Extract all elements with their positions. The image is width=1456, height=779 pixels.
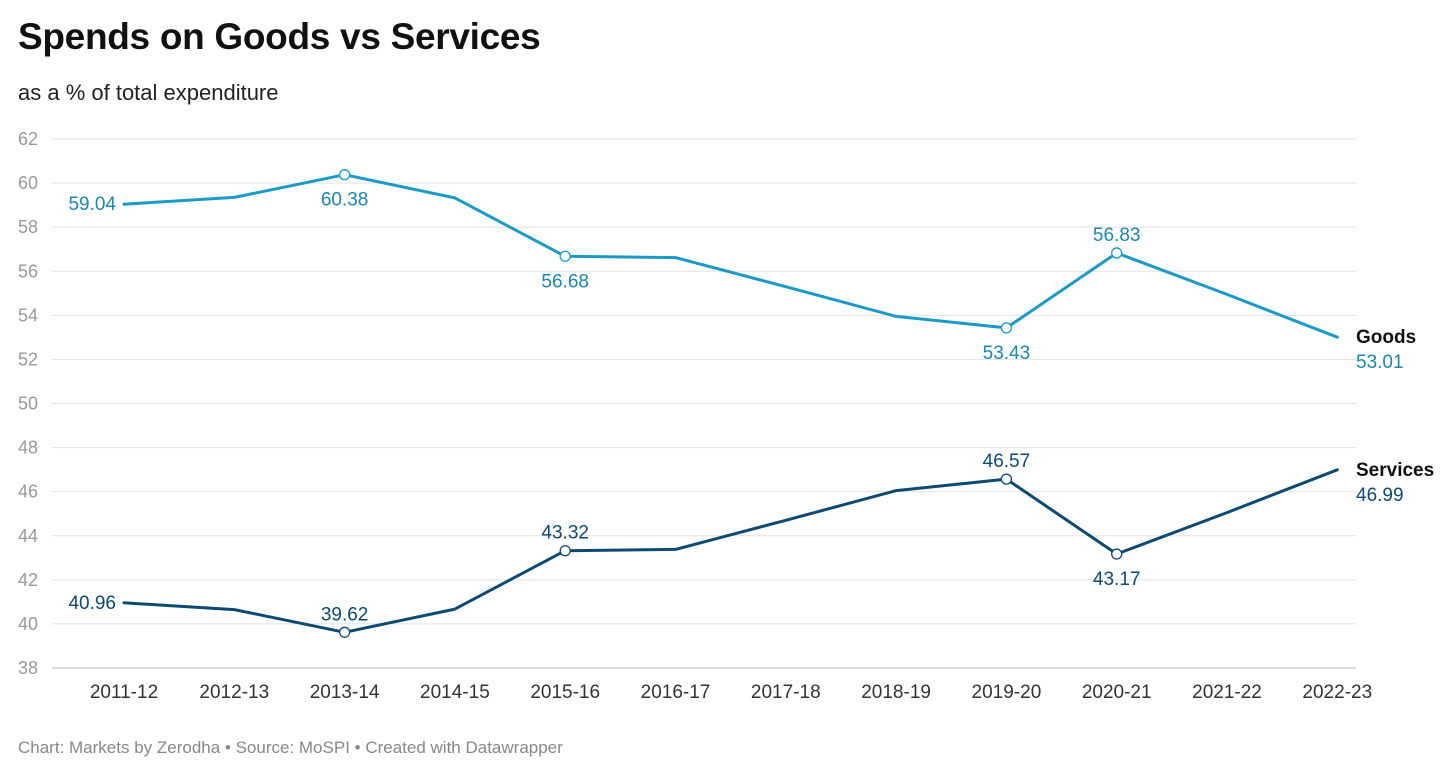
data-point-services bbox=[1000, 473, 1013, 485]
series-name-services: Services bbox=[1356, 460, 1434, 481]
data-label-services: 46.99 bbox=[1356, 485, 1404, 506]
x-tick-label: 2021-22 bbox=[1192, 682, 1262, 703]
data-point-goods bbox=[559, 250, 571, 262]
series-line-services bbox=[122, 468, 1339, 634]
x-tick-label: 2022-23 bbox=[1302, 682, 1372, 703]
y-tick-label: 48 bbox=[18, 438, 38, 458]
x-tick-label: 2013-14 bbox=[310, 682, 380, 703]
chart-title: Spends on Goods vs Services bbox=[18, 16, 541, 57]
y-tick-label: 50 bbox=[18, 394, 38, 414]
data-label-goods: 56.83 bbox=[1093, 225, 1141, 246]
data-label-goods: 53.01 bbox=[1356, 352, 1404, 373]
x-tick-label: 2011-12 bbox=[90, 682, 158, 703]
data-label-services: 46.57 bbox=[983, 451, 1031, 472]
data-point-goods bbox=[1000, 322, 1013, 334]
series-name-goods: Goods bbox=[1356, 327, 1416, 348]
y-tick-label: 56 bbox=[18, 261, 38, 281]
chart-footer: Chart: Markets by Zerodha • Source: MoSP… bbox=[18, 738, 563, 757]
data-point-services bbox=[1111, 548, 1123, 560]
data-labels: 59.04 60.38 56.68 53.43 56.83 Goods 53.01 40.96… bbox=[68, 169, 1434, 638]
y-tick-label: 52 bbox=[18, 349, 38, 369]
x-tick-label: 2018-19 bbox=[861, 682, 931, 703]
y-tick-label: 58 bbox=[18, 217, 38, 237]
x-tick-label: 2017-18 bbox=[751, 682, 821, 703]
y-tick-label: 40 bbox=[18, 614, 38, 634]
data-point-services bbox=[338, 626, 351, 638]
x-tick-label: 2020-21 bbox=[1082, 682, 1152, 703]
data-label-services: 43.32 bbox=[541, 523, 589, 544]
x-tick-label: 2015-16 bbox=[530, 682, 600, 703]
series-lines bbox=[122, 173, 1339, 634]
y-tick-label: 60 bbox=[18, 173, 38, 193]
x-tick-label: 2012-13 bbox=[199, 682, 269, 703]
data-label-goods: 53.43 bbox=[983, 343, 1031, 364]
y-axis-ticks: 38 40 42 44 46 48 50 52 54 56 58 60 62 bbox=[18, 129, 38, 678]
x-tick-label: 2019-20 bbox=[972, 682, 1042, 703]
gridlines bbox=[52, 138, 1356, 669]
x-tick-label: 2014-15 bbox=[420, 682, 490, 703]
x-axis-ticks: 2011-12 2012-13 2013-14 2014-15 2015-16 2016-… bbox=[90, 682, 1372, 703]
chart-subtitle: as a % of total expenditure bbox=[18, 80, 279, 105]
data-point-goods bbox=[338, 169, 351, 181]
y-tick-label: 62 bbox=[18, 129, 38, 149]
data-point-services bbox=[559, 545, 571, 557]
y-tick-label: 54 bbox=[18, 305, 38, 325]
y-tick-label: 44 bbox=[18, 526, 38, 546]
y-tick-label: 42 bbox=[18, 570, 38, 590]
data-label-services: 39.62 bbox=[321, 604, 369, 625]
y-tick-label: 38 bbox=[18, 658, 38, 678]
data-label-goods: 56.68 bbox=[541, 271, 589, 292]
data-label-services: 40.96 bbox=[68, 593, 116, 614]
data-label-services: 43.17 bbox=[1093, 569, 1141, 590]
data-point-goods bbox=[1111, 247, 1123, 259]
data-label-goods: 60.38 bbox=[321, 190, 369, 211]
series-line-goods bbox=[122, 173, 1339, 339]
data-label-goods: 59.04 bbox=[68, 194, 116, 215]
x-tick-label: 2016-17 bbox=[641, 682, 711, 703]
y-tick-label: 46 bbox=[18, 482, 38, 502]
